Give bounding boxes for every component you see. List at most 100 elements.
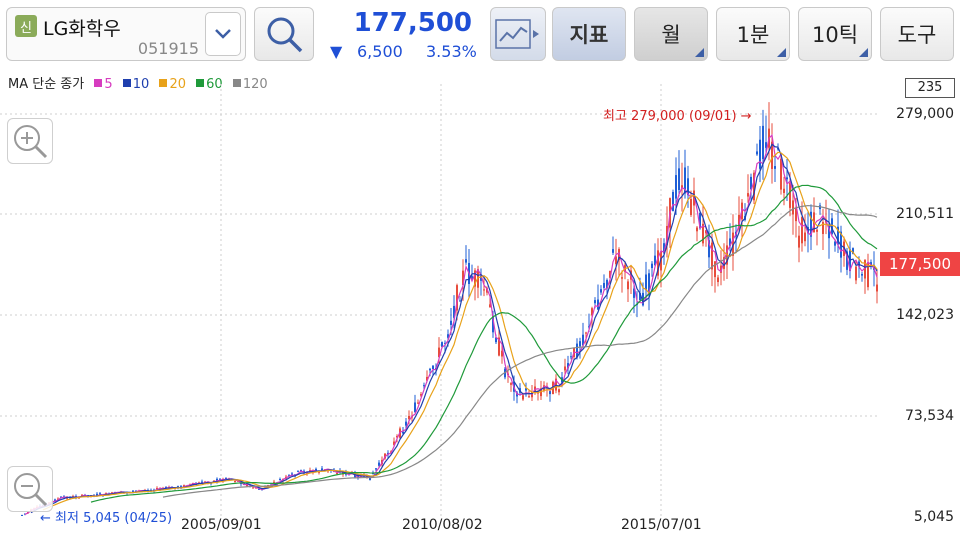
- tools-button[interactable]: 도구: [880, 7, 954, 61]
- candle-body: [801, 217, 803, 244]
- candle-body: [639, 293, 641, 301]
- indicator-button[interactable]: 지표: [552, 7, 626, 61]
- candle-body: [702, 223, 704, 244]
- candle-body: [651, 263, 653, 269]
- candle-body: [375, 468, 377, 470]
- candle-body: [177, 486, 179, 488]
- candle-body: [633, 288, 635, 298]
- candle-body: [750, 176, 752, 190]
- candle-body: [783, 188, 785, 193]
- new-badge: 신: [15, 15, 37, 37]
- candle-body: [234, 481, 236, 483]
- ma20-swatch: [159, 79, 168, 87]
- candle-body: [756, 151, 758, 155]
- candle-body: [567, 363, 569, 369]
- candle-body: [846, 251, 848, 270]
- candle-body: [672, 191, 674, 212]
- candle-body: [798, 235, 800, 248]
- candle-body: [408, 415, 410, 420]
- candle-body: [135, 490, 137, 492]
- candle-body: [828, 224, 830, 239]
- chart-type-button[interactable]: [490, 7, 546, 61]
- candle-body: [708, 240, 710, 258]
- zoom-out-button[interactable]: [7, 466, 53, 512]
- candle-body: [693, 190, 695, 206]
- tick-button[interactable]: 10틱: [798, 7, 872, 61]
- candle-body: [645, 274, 647, 291]
- candle-body: [501, 350, 503, 357]
- candle-body: [759, 139, 761, 169]
- candle-body: [810, 211, 812, 237]
- candle-body: [603, 282, 605, 288]
- candle-body: [309, 470, 311, 472]
- candle-body: [621, 277, 623, 279]
- candle-body: [816, 229, 818, 232]
- candle-body: [204, 481, 206, 483]
- candle-body: [627, 281, 629, 290]
- candle-body: [57, 498, 59, 500]
- stock-dropdown-button[interactable]: [205, 12, 241, 56]
- candle-body: [729, 238, 731, 247]
- candle-body: [606, 279, 608, 289]
- candle-body: [864, 260, 866, 279]
- candle-body: [558, 389, 560, 393]
- ma20-line: [42, 151, 878, 511]
- period-monthly-button[interactable]: 월: [634, 7, 708, 61]
- candle-body: [318, 471, 320, 473]
- chevron-down-icon: [215, 29, 231, 39]
- candle-body: [441, 342, 443, 347]
- candle-body: [54, 499, 56, 502]
- candle-body: [762, 125, 764, 160]
- candle-body: [447, 334, 449, 338]
- ma20-label: 20: [169, 77, 187, 92]
- candle-body: [474, 270, 476, 287]
- candle-body: [747, 193, 749, 197]
- stock-selector[interactable]: 신 LG화학우 051915: [6, 7, 246, 61]
- candle-body: [720, 265, 722, 273]
- candle-body: [96, 493, 98, 496]
- candle-body: [462, 270, 464, 286]
- change-percent: 3.53%: [426, 42, 477, 61]
- candle-body: [417, 402, 419, 404]
- candle-body: [510, 383, 512, 385]
- candle-body: [297, 470, 299, 472]
- y-label: 142,023: [896, 307, 954, 323]
- candle-body: [396, 436, 398, 438]
- candle-body: [225, 477, 227, 480]
- candle-body: [423, 385, 425, 387]
- candle-body: [588, 326, 590, 328]
- candle-body: [615, 256, 617, 265]
- zoom-in-button[interactable]: [7, 118, 53, 164]
- ma60-swatch: [196, 79, 205, 87]
- candle-body: [336, 472, 338, 474]
- x-label: 2015/07/01: [621, 517, 702, 533]
- candle-body: [699, 213, 701, 229]
- candle-body: [99, 493, 101, 495]
- candle-body: [705, 230, 707, 234]
- interval-button[interactable]: 1분: [716, 7, 790, 61]
- ma120-label: 120: [242, 77, 268, 92]
- candle-body: [843, 241, 845, 256]
- candle-body: [582, 334, 584, 346]
- search-button[interactable]: [254, 7, 314, 61]
- stock-code: 051915: [137, 39, 199, 58]
- candle-body: [792, 200, 794, 215]
- candle-body: [654, 255, 656, 266]
- candle-body: [465, 259, 467, 263]
- candle-body: [498, 337, 500, 356]
- candle-body: [555, 378, 557, 391]
- candle-body: [378, 462, 380, 466]
- ma5-label: 5: [104, 77, 113, 92]
- ma10-line: [30, 143, 878, 514]
- candle-body: [522, 395, 524, 400]
- change-amount: 6,500: [357, 42, 403, 61]
- candle-body: [480, 275, 482, 281]
- ma-legend-prefix: MA 단순 종가: [8, 77, 85, 92]
- candle-body: [105, 492, 107, 494]
- candle-body: [429, 368, 431, 371]
- ma60-line: [90, 184, 878, 503]
- high-annotation: 최고 279,000 (09/01) →: [603, 109, 752, 124]
- candle-body: [609, 270, 611, 278]
- candle-body: [549, 391, 551, 395]
- candlestick-chart[interactable]: [0, 84, 960, 540]
